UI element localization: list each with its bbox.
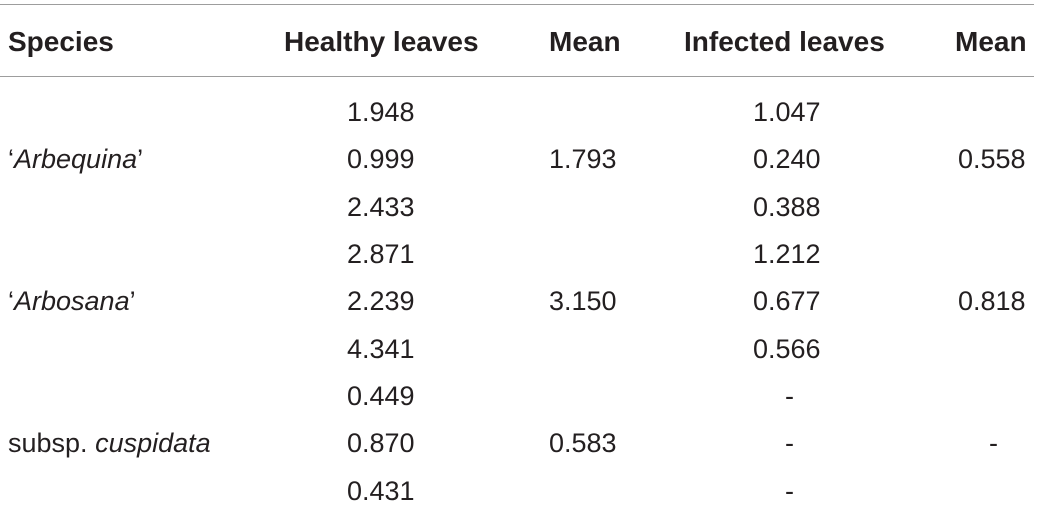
infected-value: 1.212 — [753, 239, 821, 269]
healthy-value: 0.999 — [347, 144, 415, 174]
healthy-mean-value: 1.793 — [549, 144, 617, 174]
species-prefix: ‘ — [8, 286, 14, 316]
species-name: Arbosana — [14, 286, 130, 316]
healthy-value: 0.431 — [347, 476, 415, 506]
healthy-value: 4.341 — [347, 334, 415, 364]
infected-value: 0.240 — [753, 144, 821, 174]
infected-value: 0.677 — [753, 286, 821, 316]
infected-value: 0.388 — [753, 192, 821, 222]
header-healthy-leaves: Healthy leaves — [284, 26, 479, 57]
header-species: Species — [8, 26, 114, 57]
infected-value: - — [785, 476, 794, 506]
species-name: cuspidata — [95, 428, 211, 458]
infected-mean-value: - — [989, 428, 998, 458]
header-healthy-mean: Mean — [549, 26, 621, 57]
healthy-mean-value: 0.583 — [549, 428, 617, 458]
header-infected-mean: Mean — [955, 26, 1027, 57]
infected-mean-value: 0.818 — [958, 286, 1026, 316]
healthy-value: 2.239 — [347, 286, 415, 316]
species-suffix: ’ — [129, 286, 136, 316]
healthy-value: 2.433 — [347, 192, 415, 222]
infected-value: - — [785, 428, 794, 458]
header-rule — [0, 76, 1034, 77]
species-name: Arbequina — [14, 144, 138, 174]
header-infected-leaves: Infected leaves — [684, 26, 885, 57]
healthy-mean-value: 3.150 — [549, 286, 617, 316]
species-prefix: subsp. — [8, 428, 96, 458]
species-suffix: ’ — [137, 144, 144, 174]
species-cell: subsp. cuspidata — [8, 426, 211, 460]
healthy-value: 0.449 — [347, 381, 415, 411]
infected-value: 1.047 — [753, 97, 821, 127]
infected-value: 0.566 — [753, 334, 821, 364]
species-prefix: ‘ — [8, 144, 14, 174]
infected-value: - — [785, 381, 794, 411]
species-cell: ‘Arbosana’ — [8, 284, 136, 318]
healthy-value: 0.870 — [347, 428, 415, 458]
healthy-value: 1.948 — [347, 97, 415, 127]
species-cell: ‘Arbequina’ — [8, 142, 143, 176]
infected-mean-value: 0.558 — [958, 144, 1026, 174]
healthy-value: 2.871 — [347, 239, 415, 269]
table-top-rule — [0, 4, 1034, 5]
